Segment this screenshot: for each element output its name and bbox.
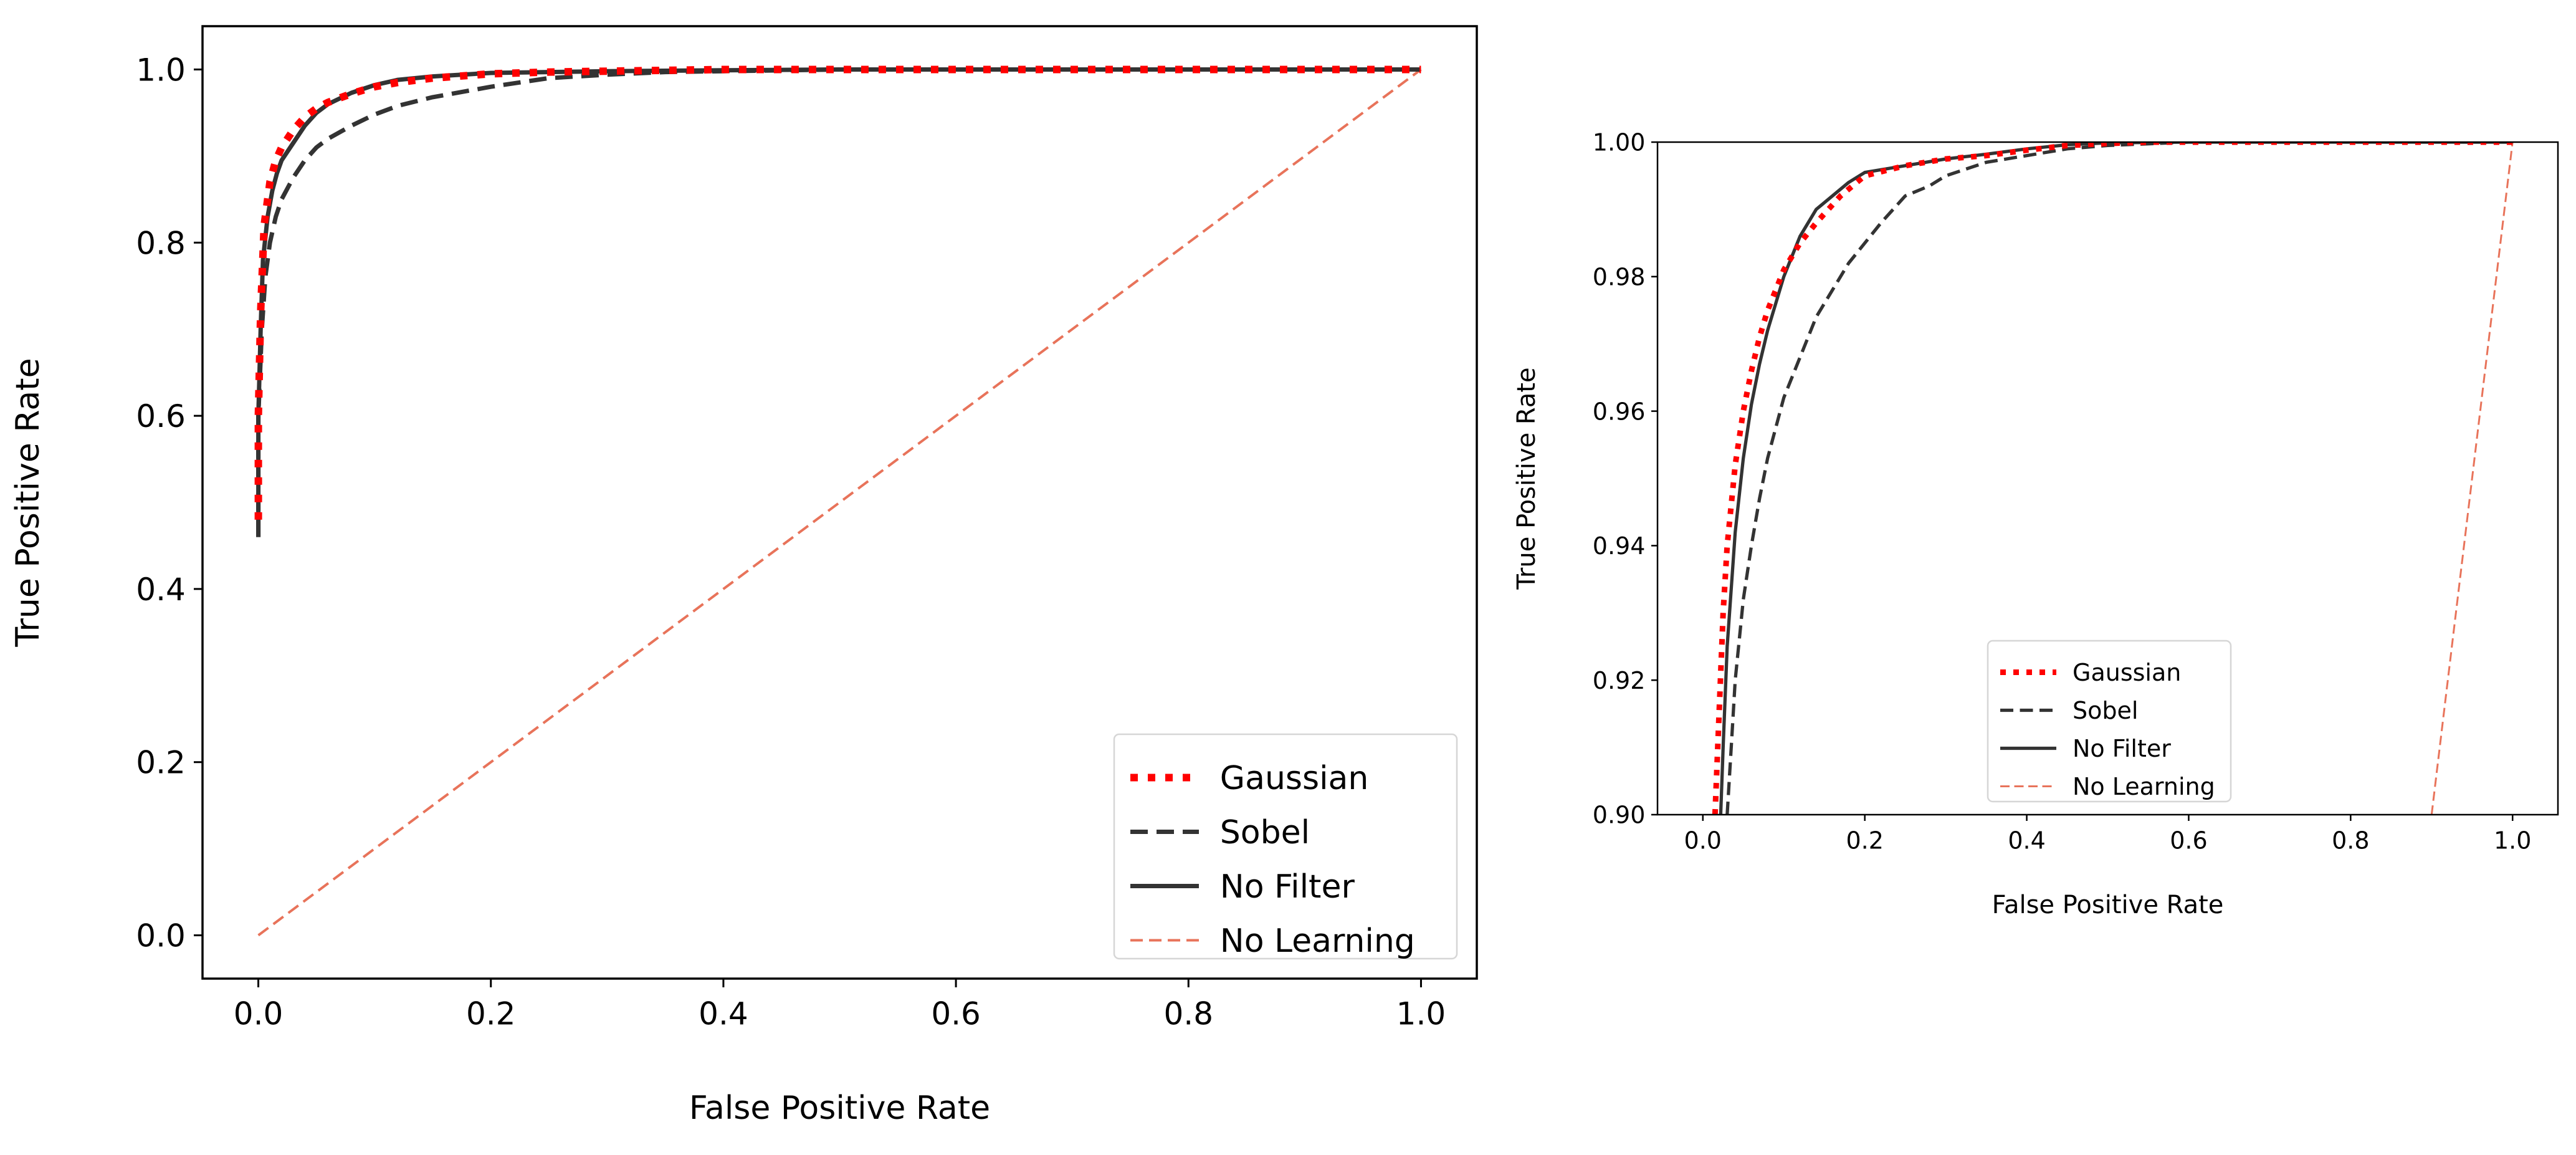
chart-zoom: 0.0 0.2 0.4 0.6 0.8 1.0 0.90 0.92 0.94 0.96 0.98 1.… [1512, 129, 2559, 919]
x-axis-label: False Positive Rate [689, 1090, 990, 1127]
x-tick-label: 0.8 [1163, 996, 1213, 1032]
axes-frame [201, 25, 1478, 980]
legend-label-no-learning: No Learning [1220, 923, 1415, 960]
x-tick-label: 0.2 [1846, 827, 1883, 855]
y-tick-label: 0.90 [1593, 802, 1646, 829]
y-tick-label: 0.8 [136, 225, 186, 261]
y-tick-label: 0.94 [1593, 532, 1646, 560]
legend-label-no-learning: No Learning [2073, 773, 2215, 800]
x-tick-label: 0.8 [2332, 827, 2369, 855]
series-line-gaussian [1712, 142, 2513, 815]
legend: Gaussian Sobel No Filter No Learning [1113, 733, 1458, 960]
legend-label-gaussian: Gaussian [1220, 760, 1369, 797]
y-tick-label: 1.0 [136, 52, 186, 88]
y-tick-label: 0.98 [1593, 263, 1646, 290]
legend-label-no-filter: No Filter [2073, 735, 2171, 762]
y-tick-label: 0.96 [1593, 398, 1646, 425]
legend-label-no-filter: No Filter [1220, 868, 1355, 906]
series-line-gaussian [254, 65, 1421, 520]
legend-label-sobel: Sobel [1220, 814, 1310, 851]
x-tick-label: 0.4 [699, 996, 748, 1032]
x-tick-label: 0.2 [466, 996, 516, 1032]
plot-area [1712, 142, 2514, 815]
y-axis-label: True Positive Rate [9, 358, 47, 647]
legend: Gaussian Sobel No Filter No Learning [1987, 640, 2232, 803]
series-line-no-learning [257, 68, 1422, 937]
legend-box [1113, 733, 1458, 960]
axes-frame [1656, 141, 2559, 816]
y-tick-label: 0.6 [136, 398, 186, 434]
y-tick-label: 1.00 [1593, 129, 1646, 156]
y-tick-label: 0.2 [136, 745, 186, 781]
legend-label-gaussian: Gaussian [2073, 659, 2181, 686]
x-axis-label: False Positive Rate [1992, 891, 2224, 919]
y-axis-label: True Positive Rate [1512, 367, 1541, 590]
x-tick-label: 0.4 [2008, 827, 2045, 855]
x-tick-label: 0.0 [234, 996, 284, 1032]
legend-box [1987, 640, 2232, 803]
series-line-sobel [256, 67, 1421, 537]
x-tick-label: 0.6 [2170, 827, 2207, 855]
legend-label-sobel: Sobel [2073, 697, 2138, 724]
chart-main: 0.0 0.2 0.4 0.6 0.8 1.0 0.0 0.2 0.4 0.6 0.8 1.0 Fals… [9, 25, 1478, 1127]
x-tick-label: 1.0 [1396, 996, 1446, 1032]
series-line-sobel [1725, 142, 2513, 815]
plot-area [254, 65, 1422, 937]
y-tick-label: 0.0 [136, 918, 186, 954]
y-tick-label: 0.92 [1593, 667, 1646, 694]
series-line-no-filter [256, 67, 1421, 537]
x-tick-label: 0.0 [1684, 827, 1722, 855]
y-tick-label: 0.4 [136, 572, 186, 608]
series-line-no-learning [2430, 142, 2514, 815]
x-tick-label: 0.6 [931, 996, 981, 1032]
x-tick-label: 1.0 [2494, 827, 2531, 855]
